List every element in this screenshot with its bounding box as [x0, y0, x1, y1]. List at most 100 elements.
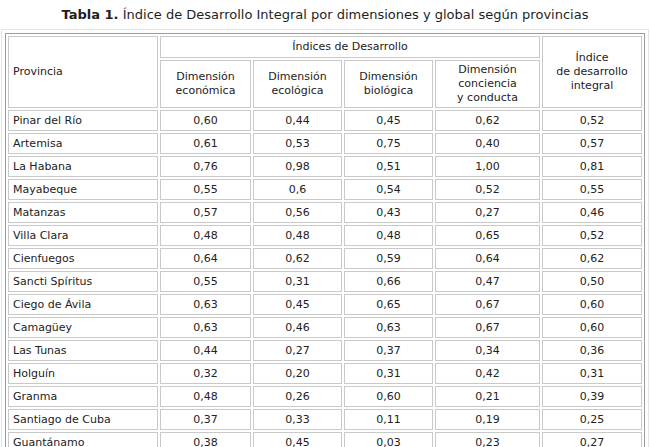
value-cell-conciencia: 0,23: [435, 432, 540, 447]
value-cell-biologica: 0,63: [344, 317, 433, 338]
value-cell-economica: 0,63: [160, 317, 251, 338]
value-cell-biologica: 0,43: [344, 202, 433, 223]
value-cell-economica: 0,55: [160, 271, 251, 292]
value-cell-biologica: 0,65: [344, 294, 433, 315]
table-row: Sancti Spíritus 0,55 0,31 0,66 0,47 0,50: [8, 271, 642, 292]
table-row: Artemisa 0,61 0,53 0,75 0,40 0,57: [8, 133, 642, 154]
province-name-cell: Mayabeque: [8, 179, 158, 200]
value-cell-economica: 0,57: [160, 202, 251, 223]
value-cell-ecologica: 0,45: [253, 294, 342, 315]
value-cell-biologica: 0,60: [344, 386, 433, 407]
table-row: La Habana 0,76 0,98 0,51 1,00 0,81: [8, 156, 642, 177]
province-name-cell: Granma: [8, 386, 158, 407]
value-cell-economica: 0,63: [160, 294, 251, 315]
value-cell-biologica: 0,11: [344, 409, 433, 430]
value-cell-conciencia: 0,47: [435, 271, 540, 292]
value-cell-ecologica: 0,46: [253, 317, 342, 338]
value-cell-integral: 0,52: [542, 225, 642, 246]
value-cell-integral: 0,60: [542, 294, 642, 315]
col-header-biologica: Dimensión biológica: [344, 60, 433, 108]
value-cell-ecologica: 0,20: [253, 363, 342, 384]
value-cell-ecologica: 0,31: [253, 271, 342, 292]
value-cell-ecologica: 0,33: [253, 409, 342, 430]
value-cell-ecologica: 0,56: [253, 202, 342, 223]
value-cell-economica: 0,61: [160, 133, 251, 154]
province-name-cell: Santiago de Cuba: [8, 409, 158, 430]
table-row: Las Tunas 0,44 0,27 0,37 0,34 0,36: [8, 340, 642, 361]
value-cell-conciencia: 0,42: [435, 363, 540, 384]
value-cell-economica: 0,44: [160, 340, 251, 361]
col-header-provincia: Provincia: [8, 36, 158, 108]
value-cell-biologica: 0,31: [344, 363, 433, 384]
value-cell-ecologica: 0,26: [253, 386, 342, 407]
value-cell-integral: 0,25: [542, 409, 642, 430]
value-cell-integral: 0,39: [542, 386, 642, 407]
table-figure: Tabla 1. Índice de Desarrollo Integral p…: [0, 0, 650, 447]
table-row: Santiago de Cuba 0,37 0,33 0,11 0,19 0,2…: [8, 409, 642, 430]
value-cell-integral: 0,50: [542, 271, 642, 292]
col-header-conciencia: Dimensión conciencia y conducta: [435, 60, 540, 108]
value-cell-economica: 0,48: [160, 225, 251, 246]
province-name-cell: Cienfuegos: [8, 248, 158, 269]
table-row: Granma 0,48 0,26 0,60 0,21 0,39: [8, 386, 642, 407]
table-header: Provincia Índices de Desarrollo Índice d…: [8, 36, 642, 108]
value-cell-ecologica: 0,62: [253, 248, 342, 269]
table-row: Pinar del Río 0,60 0,44 0,45 0,62 0,52: [8, 110, 642, 131]
value-cell-conciencia: 0,52: [435, 179, 540, 200]
province-name-cell: Las Tunas: [8, 340, 158, 361]
table-caption: Tabla 1. Índice de Desarrollo Integral p…: [0, 0, 650, 29]
value-cell-biologica: 0,51: [344, 156, 433, 177]
development-index-table: Provincia Índices de Desarrollo Índice d…: [5, 33, 645, 447]
province-name-cell: Guantánamo: [8, 432, 158, 447]
value-cell-conciencia: 0,21: [435, 386, 540, 407]
value-cell-ecologica: 0,53: [253, 133, 342, 154]
value-cell-biologica: 0,48: [344, 225, 433, 246]
table-row: Ciego de Ávila 0,63 0,45 0,65 0,67 0,60: [8, 294, 642, 315]
value-cell-biologica: 0,54: [344, 179, 433, 200]
province-name-cell: Holguín: [8, 363, 158, 384]
value-cell-conciencia: 0,65: [435, 225, 540, 246]
value-cell-integral: 0,55: [542, 179, 642, 200]
value-cell-ecologica: 0,48: [253, 225, 342, 246]
table-row: Matanzas 0,57 0,56 0,43 0,27 0,46: [8, 202, 642, 223]
value-cell-conciencia: 0,40: [435, 133, 540, 154]
value-cell-biologica: 0,66: [344, 271, 433, 292]
value-cell-economica: 0,37: [160, 409, 251, 430]
value-cell-economica: 0,60: [160, 110, 251, 131]
value-cell-conciencia: 0,19: [435, 409, 540, 430]
province-name-cell: La Habana: [8, 156, 158, 177]
value-cell-biologica: 0,75: [344, 133, 433, 154]
value-cell-economica: 0,38: [160, 432, 251, 447]
value-cell-economica: 0,64: [160, 248, 251, 269]
value-cell-conciencia: 0,34: [435, 340, 540, 361]
value-cell-ecologica: 0,98: [253, 156, 342, 177]
table-row: Cienfuegos 0,64 0,62 0,59 0,64 0,62: [8, 248, 642, 269]
value-cell-integral: 0,27: [542, 432, 642, 447]
value-cell-ecologica: 0,45: [253, 432, 342, 447]
header-row-group: Provincia Índices de Desarrollo Índice d…: [8, 36, 642, 58]
value-cell-conciencia: 0,64: [435, 248, 540, 269]
province-name-cell: Ciego de Ávila: [8, 294, 158, 315]
value-cell-integral: 0,62: [542, 248, 642, 269]
province-name-cell: Artemisa: [8, 133, 158, 154]
province-name-cell: Sancti Spíritus: [8, 271, 158, 292]
value-cell-integral: 0,81: [542, 156, 642, 177]
col-header-economica: Dimensión económica: [160, 60, 251, 108]
table-row: Guantánamo 0,38 0,45 0,03 0,23 0,27: [8, 432, 642, 447]
value-cell-conciencia: 0,67: [435, 317, 540, 338]
col-header-ecologica: Dimensión ecológica: [253, 60, 342, 108]
value-cell-integral: 0,52: [542, 110, 642, 131]
value-cell-economica: 0,48: [160, 386, 251, 407]
table-row: Holguín 0,32 0,20 0,31 0,42 0,31: [8, 363, 642, 384]
value-cell-economica: 0,55: [160, 179, 251, 200]
col-group-header-indices: Índices de Desarrollo: [160, 36, 540, 58]
value-cell-biologica: 0,03: [344, 432, 433, 447]
province-name-cell: Pinar del Río: [8, 110, 158, 131]
value-cell-integral: 0,57: [542, 133, 642, 154]
value-cell-biologica: 0,45: [344, 110, 433, 131]
value-cell-conciencia: 0,67: [435, 294, 540, 315]
value-cell-conciencia: 0,27: [435, 202, 540, 223]
province-name-cell: Matanzas: [8, 202, 158, 223]
value-cell-integral: 0,46: [542, 202, 642, 223]
value-cell-ecologica: 0,44: [253, 110, 342, 131]
